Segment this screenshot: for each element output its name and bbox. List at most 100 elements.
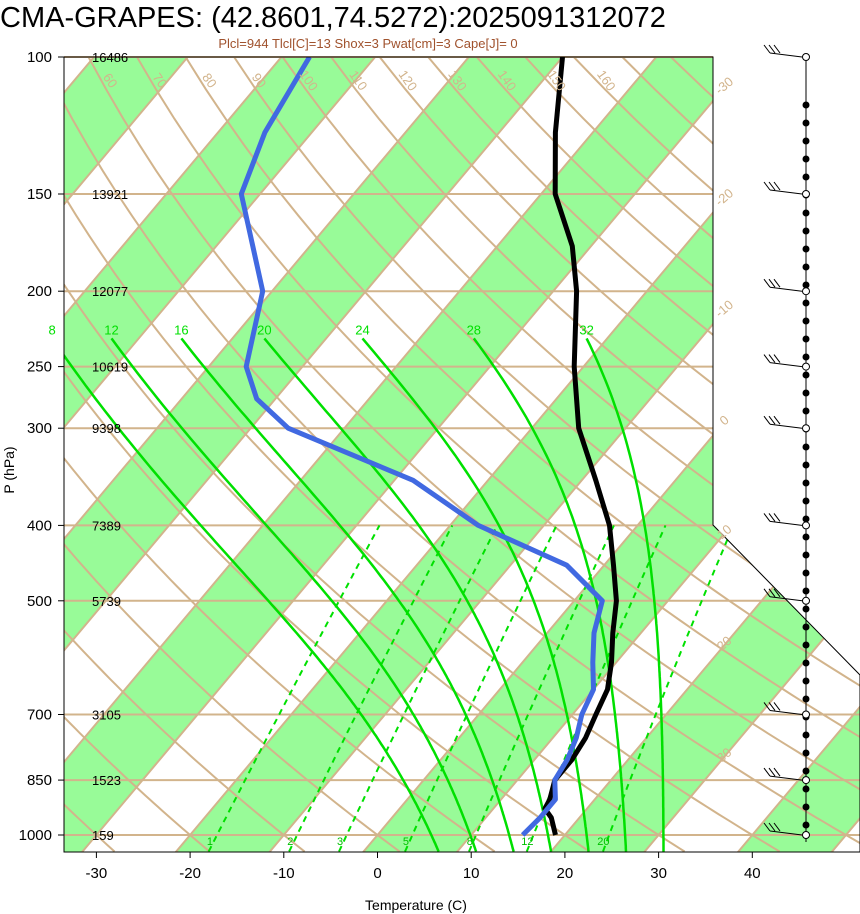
mixing-ratio-label: 8 [467,836,473,848]
dry-adiabat [64,57,401,852]
wind-level-dot [802,281,810,289]
x-tick-label: 10 [463,865,480,882]
wind-barb [763,513,803,526]
wind-level-dot [802,317,810,325]
pressure-tick-label: 150 [27,186,52,203]
wind-level-dot [802,587,810,595]
dry-adiabat [233,57,860,852]
dry-adiabat [330,57,860,852]
height-label: 3105 [92,707,121,722]
wind-level-dot [802,533,810,541]
isotherm-line [64,57,291,852]
dry-adiabat-label: 70 [150,70,171,90]
wind-barb [763,415,803,429]
dry-adiabat-label: 120 [396,67,421,93]
mixing-ratio-label: 1 [207,836,213,848]
pressure-tick-label: 300 [27,420,52,437]
wind-barb [763,702,803,715]
wind-level-marker [802,287,810,296]
sounding-curves [238,57,619,837]
mixing-ratio-line [207,524,381,852]
wind-level-dot [802,137,810,145]
wind-level-dot [802,623,810,631]
isotherm-label: 0 [717,412,732,428]
wind-level-dot [802,569,810,577]
wind-level-dot [802,155,810,163]
wind-level-dot [802,641,810,649]
moist-adiabats [64,337,665,852]
wind-barb [763,822,803,836]
wind-level-marker [802,189,810,198]
wind-level-marker [802,53,810,61]
wind-barb [763,181,803,195]
x-tick-label: 30 [650,865,667,882]
wind-level-dot [802,335,810,343]
wind-level-dot [802,407,810,415]
wind-level-dot [802,443,810,451]
moist-adiabat-label: 24 [355,322,369,337]
dry-adiabat-label: 80 [199,70,220,90]
pressure-tick-label: 1000 [19,827,52,844]
dry-adiabat [184,57,860,852]
wind-level-dot [802,371,810,379]
wind-level-dot [802,695,810,703]
wind-level-dot [802,353,810,361]
isotherm-line [64,57,197,852]
y-axis-label: P (hPa) [1,446,17,493]
mixing-ratio-label: 2 [287,836,293,848]
wind-level-dot [802,245,810,253]
isotherm-line [354,57,860,852]
wind-level-dot [802,803,810,811]
moist-adiabat-label: 28 [467,322,481,337]
x-tick-label: 40 [744,865,761,882]
dry-adiabat-label: 90 [249,70,270,90]
mixing-ratio-label: 5 [403,836,409,848]
height-label: 1523 [92,773,121,788]
wind-barb [763,588,803,602]
wind-level-dot [802,605,810,613]
wind-level-dot [802,731,810,739]
wind-barb [763,354,803,368]
wind-barb [763,44,803,58]
isotherm-band [64,57,759,852]
dry-adiabat [378,57,860,852]
wind-level-dot [802,119,810,127]
wind-level-dot [802,173,810,181]
isotherm-line [64,57,666,852]
wind-level-dot [802,227,810,235]
dry-adiabat [64,57,306,852]
mixing-ratio-line [404,524,558,852]
moist-adiabat-label: 12 [104,322,118,337]
wind-level-marker [802,521,810,530]
height-label: 5739 [92,594,121,609]
wind-level-dot [802,497,810,505]
dry-adiabat [64,57,860,852]
moist-adiabat [180,337,515,852]
isotherm-band [64,57,384,852]
pressure-tick-label: 100 [27,49,52,66]
isotherm-line [64,57,385,852]
x-tick-label: -10 [273,865,295,882]
moist-adiabat-label: 16 [174,322,188,337]
wind-level-marker [802,596,810,605]
height-label: 159 [92,828,114,843]
wind-level-dot [802,299,810,307]
moist-adiabat [263,337,553,852]
height-label: 16486 [92,50,128,65]
dry-adiabat-label: 160 [594,67,619,93]
moist-adiabat [110,337,478,852]
height-label: 9398 [92,421,121,436]
moist-adiabat-label: 20 [257,322,271,337]
wind-level-dot [802,101,810,109]
dry-adiabat [64,57,686,852]
isotherm-line [64,57,478,852]
moist-adiabat [64,337,440,852]
pressure-tick-label: 400 [27,517,52,534]
height-label: 13921 [92,187,128,202]
wind-level-marker [802,776,810,785]
pressure-tick-label: 250 [27,359,52,376]
mixing-ratio-line [602,525,735,852]
wind-level-dot [802,263,810,271]
